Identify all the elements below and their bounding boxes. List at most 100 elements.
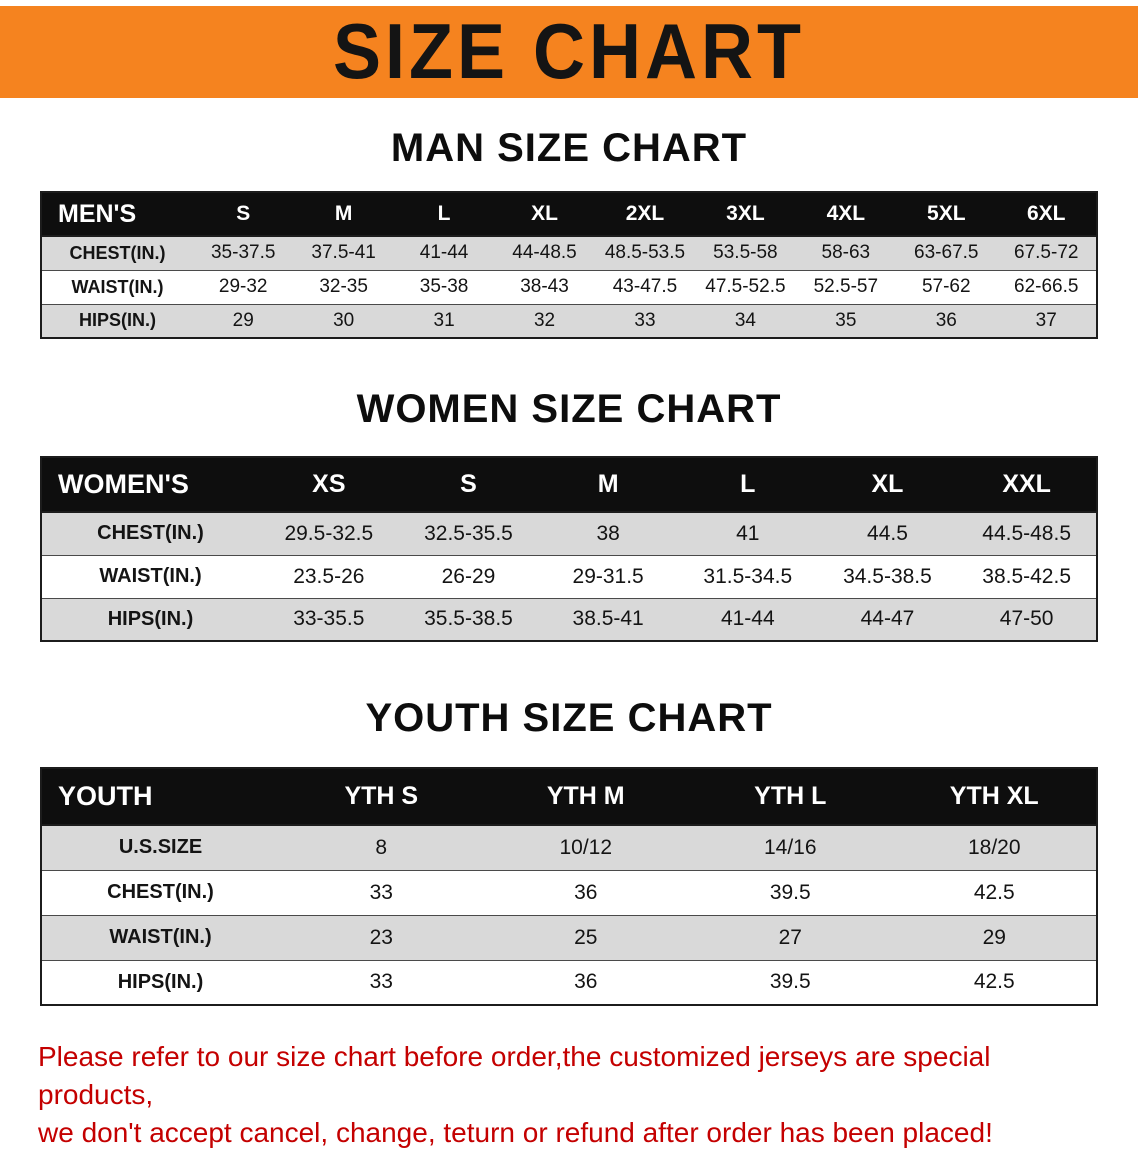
size-column-header: YTH XL (892, 768, 1097, 826)
size-column-header: XL (494, 192, 595, 237)
youth-size-table: YOUTH YTH S YTH M YTH L YTH XL U.S.SIZE 8 10/12… (40, 767, 1098, 1006)
notice-line-1: Please refer to our size chart before or… (38, 1041, 991, 1110)
footer-notice: Please refer to our size chart before or… (0, 1038, 1138, 1151)
size-column-header: 6XL (996, 192, 1097, 237)
size-value: 33 (279, 959, 484, 1006)
size-column-header: 2XL (594, 192, 696, 237)
size-value: 41-44 (677, 597, 818, 642)
size-value: 32-35 (293, 269, 394, 305)
size-column-header: S (193, 192, 294, 237)
size-value: 47.5-52.5 (695, 269, 796, 305)
size-column-header: L (677, 457, 818, 513)
banner: SIZE CHART (0, 6, 1138, 98)
page-title: SIZE CHART (333, 8, 805, 96)
youth-section: YOUTH SIZE CHART YOUTH YTH S YTH M YTH L YTH… (0, 696, 1138, 1006)
size-column-header: YTH M (483, 768, 688, 826)
size-value: 44.5 (817, 511, 958, 556)
table-row: CHEST(IN.) 33 36 39.5 42.5 (41, 869, 1097, 916)
row-label: WAIST(IN.) (41, 914, 279, 961)
size-column-header: YTH L (688, 768, 893, 826)
size-column-header: L (393, 192, 495, 237)
women-section-heading: WOMEN SIZE CHART (356, 387, 782, 431)
women-section: WOMEN SIZE CHART WOMEN'S XS S M L XL XXL CHEST(… (0, 387, 1138, 642)
size-column-header: 4XL (795, 192, 897, 237)
size-value: 47-50 (957, 597, 1097, 642)
size-value: 32.5-35.5 (398, 511, 539, 556)
size-value: 67.5-72 (996, 235, 1097, 271)
size-value: 44-48.5 (494, 235, 595, 271)
size-value: 35-37.5 (193, 235, 294, 271)
size-value: 26-29 (398, 554, 539, 599)
size-column-header: 5XL (896, 192, 997, 237)
size-value: 23.5-26 (259, 554, 399, 599)
table-corner-label: MEN'S (41, 192, 193, 237)
size-value: 48.5-53.5 (594, 235, 696, 271)
size-column-header: XS (259, 457, 399, 513)
table-row: U.S.SIZE 8 10/12 14/16 18/20 (41, 824, 1097, 871)
row-label: U.S.SIZE (41, 824, 279, 871)
youth-section-heading: YOUTH SIZE CHART (365, 696, 773, 740)
size-value: 41-44 (393, 235, 495, 271)
row-label: CHEST(IN.) (41, 869, 279, 916)
size-value: 33-35.5 (259, 597, 399, 642)
size-value: 33 (279, 869, 484, 916)
size-value: 29.5-32.5 (259, 511, 399, 556)
row-label: CHEST(IN.) (41, 235, 193, 271)
size-chart-page: SIZE CHART MAN SIZE CHART MEN'S S M L XL 2XL 3… (0, 6, 1138, 1151)
size-value: 44.5-48.5 (957, 511, 1097, 556)
men-size-table: MEN'S S M L XL 2XL 3XL 4XL 5XL 6XL CHEST(IN.) 35-37… (40, 191, 1098, 339)
size-value: 32 (494, 303, 595, 339)
notice-line-2: we don't accept cancel, change, teturn o… (38, 1116, 993, 1148)
size-value: 37 (996, 303, 1097, 339)
men-section: MAN SIZE CHART MEN'S S M L XL 2XL 3XL 4XL 5XL 6XL… (0, 126, 1138, 339)
size-value: 18/20 (892, 824, 1097, 871)
row-label: HIPS(IN.) (41, 303, 193, 339)
table-header-row: MEN'S S M L XL 2XL 3XL 4XL 5XL 6XL (41, 192, 1097, 237)
size-value: 29 (193, 303, 294, 339)
size-value: 29-31.5 (538, 554, 678, 599)
size-value: 33 (594, 303, 696, 339)
size-value: 29-32 (193, 269, 294, 305)
men-section-heading: MAN SIZE CHART (390, 126, 748, 170)
size-value: 39.5 (688, 869, 893, 916)
size-value: 42.5 (892, 959, 1097, 1006)
size-value: 8 (279, 824, 484, 871)
size-value: 36 (483, 959, 688, 1006)
size-column-header: XXL (957, 457, 1097, 513)
size-value: 37.5-41 (293, 235, 394, 271)
size-value: 31.5-34.5 (677, 554, 818, 599)
size-value: 27 (688, 914, 893, 961)
size-value: 62-66.5 (996, 269, 1097, 305)
size-value: 38 (538, 511, 678, 556)
size-value: 38-43 (494, 269, 595, 305)
size-column-header: S (398, 457, 539, 513)
size-column-header: 3XL (695, 192, 796, 237)
size-value: 34.5-38.5 (817, 554, 958, 599)
size-value: 10/12 (483, 824, 688, 871)
size-value: 25 (483, 914, 688, 961)
row-label: WAIST(IN.) (41, 269, 193, 305)
size-value: 44-47 (817, 597, 958, 642)
table-row: CHEST(IN.) 35-37.5 37.5-41 41-44 44-48.5 48.5… (41, 235, 1097, 271)
table-row: WAIST(IN.) 23.5-26 26-29 29-31.5 31.5-34.5 34… (41, 554, 1097, 599)
table-row: HIPS(IN.) 29 30 31 32 33 34 35 36 37 (41, 303, 1097, 339)
size-value: 35-38 (393, 269, 495, 305)
table-header-row: YOUTH YTH S YTH M YTH L YTH XL (41, 768, 1097, 826)
table-row: HIPS(IN.) 33-35.5 35.5-38.5 38.5-41 41-44 44-… (41, 597, 1097, 642)
size-value: 14/16 (688, 824, 893, 871)
women-size-table: WOMEN'S XS S M L XL XXL CHEST(IN.) 29.5-32.5 32.5… (40, 456, 1098, 642)
size-column-header: M (538, 457, 678, 513)
size-value: 36 (483, 869, 688, 916)
table-header-row: WOMEN'S XS S M L XL XXL (41, 457, 1097, 513)
table-corner-label: YOUTH (41, 768, 279, 826)
size-column-header: YTH S (279, 768, 484, 826)
size-value: 53.5-58 (695, 235, 796, 271)
table-row: WAIST(IN.) 29-32 32-35 35-38 38-43 43-47.5 47.… (41, 269, 1097, 305)
size-value: 41 (677, 511, 818, 556)
row-label: CHEST(IN.) (41, 511, 259, 556)
size-value: 35 (795, 303, 897, 339)
size-value: 36 (896, 303, 997, 339)
size-value: 38.5-41 (538, 597, 678, 642)
table-row: WAIST(IN.) 23 25 27 29 (41, 914, 1097, 961)
size-value: 58-63 (795, 235, 897, 271)
